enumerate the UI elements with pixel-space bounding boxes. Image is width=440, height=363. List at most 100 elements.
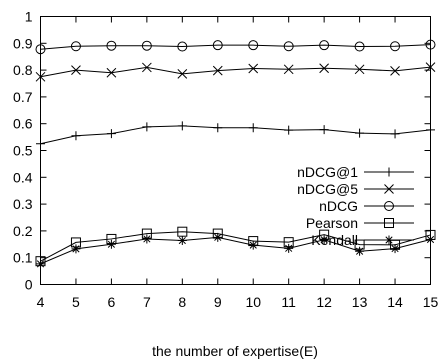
data-point-ndcg-1 <box>355 128 365 138</box>
data-point-ndcg-1 <box>142 122 152 132</box>
data-point-ndcg-1 <box>71 131 81 141</box>
legend-item-ndcg: nDCG <box>319 198 414 214</box>
y-tick-label: 0.7 <box>13 89 33 105</box>
y-tick-label: 1 <box>25 9 33 25</box>
data-point-kendall <box>177 236 187 246</box>
legend-item-ndcg-5: nDCG@5 <box>297 181 414 197</box>
series-line-ndcg <box>40 44 431 50</box>
data-point-ndcg <box>425 39 436 50</box>
data-point-kendall <box>390 244 400 254</box>
data-point-ndcg <box>106 40 117 51</box>
data-point-ndcg-1 <box>177 121 187 131</box>
data-point-ndcg <box>35 44 46 55</box>
legend-marker-ndcg-1 <box>384 167 394 177</box>
data-point-ndcg-1 <box>213 123 223 133</box>
data-point-ndcg <box>283 41 294 52</box>
y-tick-label: 0.2 <box>13 223 33 239</box>
y-tick-label: 0 <box>25 277 33 293</box>
y-tick-label: 0.6 <box>13 116 33 132</box>
data-point-ndcg-5 <box>177 68 188 79</box>
data-point-ndcg-5 <box>319 63 329 74</box>
series-line-ndcg-1 <box>40 125 431 145</box>
series-ndcg <box>35 39 436 55</box>
data-point-kendall <box>319 235 329 245</box>
x-tick-label: 14 <box>387 294 403 310</box>
legend-item-kendall: Kendall <box>311 232 414 248</box>
legend-marker-pearson <box>384 218 394 228</box>
x-tick-label: 9 <box>214 294 222 310</box>
y-tick-label: 0.5 <box>13 143 33 159</box>
data-point-ndcg-5 <box>71 65 81 75</box>
data-point-ndcg-1 <box>390 129 400 139</box>
series-ndcg-1 <box>36 121 435 149</box>
data-point-ndcg-5 <box>106 67 117 78</box>
data-point-ndcg-1 <box>319 125 329 135</box>
data-point-kendall <box>106 239 116 249</box>
x-tick-label: 12 <box>316 294 332 310</box>
series-line-pearson <box>40 231 431 262</box>
series-line-ndcg-5 <box>40 66 431 78</box>
data-point-ndcg-1 <box>248 123 258 133</box>
series-line-kendall <box>40 236 431 265</box>
data-point-kendall <box>248 240 258 250</box>
data-point-ndcg-5 <box>142 62 152 73</box>
data-point-ndcg-5 <box>35 71 46 82</box>
x-axis-title: the number of expertise(E) <box>152 343 318 359</box>
x-tick-label: 7 <box>143 294 151 310</box>
data-point-ndcg-1 <box>426 125 435 135</box>
data-point-ndcg-5 <box>283 64 294 75</box>
legend-label: nDCG <box>319 198 358 214</box>
data-point-ndcg <box>141 40 152 51</box>
y-tick-label: 0.9 <box>13 35 33 51</box>
data-point-ndcg-5 <box>390 66 400 76</box>
x-tick-label: 6 <box>108 294 116 310</box>
data-point-ndcg-5 <box>354 64 365 75</box>
legend-label: nDCG@5 <box>297 181 358 197</box>
legend-item-ndcg-1: nDCG@1 <box>297 164 414 180</box>
data-point-ndcg-5 <box>248 63 259 74</box>
x-tick-label: 4 <box>37 294 45 310</box>
series-kendall <box>36 232 435 269</box>
legend-marker-ndcg <box>384 201 394 211</box>
y-tick-label: 0.8 <box>13 62 33 78</box>
data-point-ndcg <box>177 41 188 52</box>
data-point-ndcg-1 <box>284 125 294 135</box>
legend-item-pearson: Pearson <box>306 215 414 231</box>
data-point-kendall <box>355 246 365 256</box>
y-tick-label: 0.4 <box>13 169 33 185</box>
legend-label: Pearson <box>306 215 358 231</box>
y-tick-label: 0.3 <box>13 196 33 212</box>
data-point-ndcg <box>319 40 330 51</box>
x-tick-label: 13 <box>352 294 368 310</box>
data-point-kendall <box>36 259 45 269</box>
y-tick-label: 0.1 <box>13 250 33 266</box>
x-axis: 4 5 6 7 8 9 10 11 12 13 14 15 <box>37 16 438 310</box>
legend-marker-kendall <box>384 235 394 245</box>
data-point-kendall <box>426 234 435 244</box>
legend-marker-ndcg-5 <box>384 184 394 194</box>
data-point-ndcg-5 <box>212 65 223 76</box>
data-point-ndcg <box>354 41 365 52</box>
data-point-ndcg <box>248 40 259 51</box>
data-point-kendall <box>71 244 81 254</box>
y-axis: 0 0.1 0.2 0.3 0.4 0.5 0.6 0.7 0.8 0.9 1 <box>13 9 431 293</box>
x-tick-label: 11 <box>281 294 296 310</box>
x-tick-label: 8 <box>178 294 186 310</box>
data-point-ndcg <box>70 41 81 52</box>
data-point-ndcg-5 <box>425 62 436 73</box>
data-point-kendall <box>142 234 152 244</box>
legend-label: nDCG@1 <box>297 164 358 180</box>
legend-label: Kendall <box>311 232 358 248</box>
x-tick-label: 10 <box>245 294 261 310</box>
data-point-ndcg-1 <box>36 139 45 149</box>
data-point-ndcg-1 <box>106 129 116 139</box>
data-point-ndcg <box>212 40 223 51</box>
x-tick-label: 5 <box>72 294 80 310</box>
data-point-kendall <box>213 232 223 242</box>
data-point-ndcg <box>390 41 401 52</box>
series-ndcg-5 <box>35 62 436 82</box>
data-point-kendall <box>284 243 294 253</box>
series-layer <box>35 39 436 269</box>
